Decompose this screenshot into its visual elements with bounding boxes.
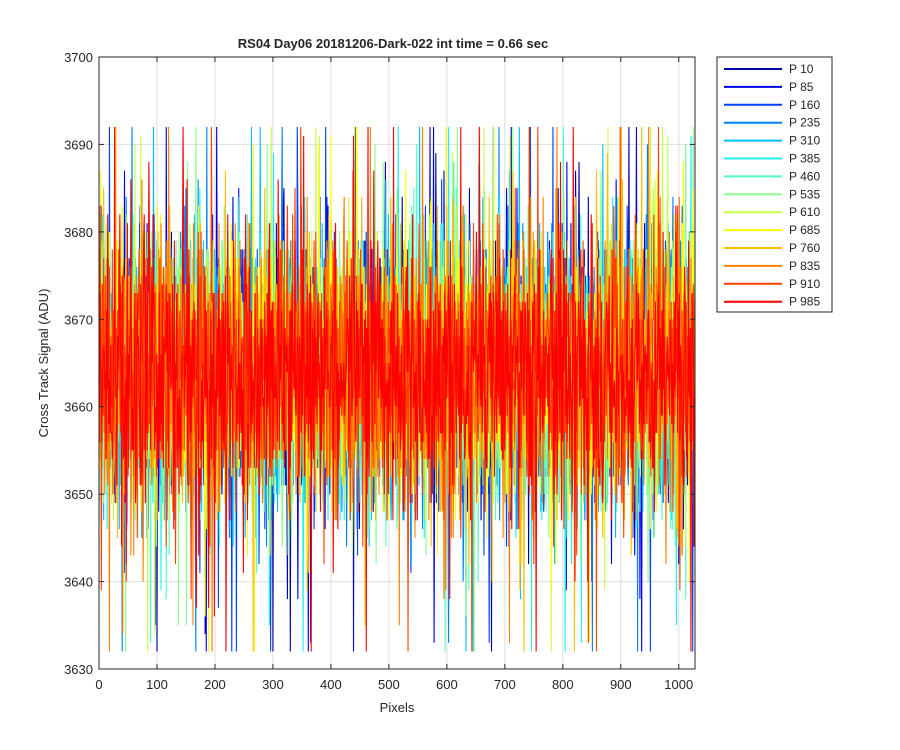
y-tick-label: 3650: [64, 487, 93, 502]
x-tick-label: 700: [494, 677, 516, 692]
y-tick-label: 3700: [64, 50, 93, 65]
y-tick-label: 3640: [64, 575, 93, 590]
legend-entry: P 910: [789, 277, 820, 291]
legend-entry: P 835: [789, 259, 820, 273]
legend-entry: P 535: [789, 187, 820, 201]
chart-title: RS04 Day06 20181206-Dark-022 int time = …: [238, 36, 548, 51]
legend-entry: P 10: [789, 62, 814, 76]
x-tick-label: 300: [262, 677, 284, 692]
legend-entry: P 460: [789, 169, 820, 183]
x-tick-label: 800: [552, 677, 574, 692]
x-tick-label: 500: [378, 677, 400, 692]
y-axis-label: Cross Track Signal (ADU): [36, 289, 51, 438]
legend-entry: P 685: [789, 223, 820, 237]
legend-box: [716, 56, 833, 313]
legend-entry: P 385: [789, 152, 820, 166]
x-tick-label: 600: [436, 677, 458, 692]
y-tick-label: 3680: [64, 225, 93, 240]
axis-ticks: 0 100 200 300 400 500 600 700 800 900 1000 3630 3640…: [64, 50, 695, 692]
series-line: [98, 126, 695, 652]
x-tick-label: 400: [320, 677, 342, 692]
x-tick-label: 900: [610, 677, 632, 692]
legend-entry: P 610: [789, 205, 820, 219]
legend-entry: P 85: [789, 80, 814, 94]
x-tick-label: 1000: [664, 677, 693, 692]
legend-entry: P 160: [789, 98, 820, 112]
legend: P 10 P 85 P 160 P 235 P 310 P 385 P 460 P 535 P …: [716, 56, 833, 313]
legend-entry: P 985: [789, 295, 820, 309]
y-tick-label: 3630: [64, 662, 93, 677]
x-tick-label: 100: [146, 677, 168, 692]
plot-frame: [98, 56, 696, 670]
x-tick-label: 0: [95, 677, 102, 692]
legend-entry: P 235: [789, 116, 820, 130]
series-layer: [98, 126, 695, 652]
x-axis-label: Pixels: [380, 700, 415, 715]
y-tick-label: 3670: [64, 312, 93, 327]
x-tick-label: 200: [204, 677, 226, 692]
y-tick-label: 3660: [64, 400, 93, 415]
legend-entry: P 760: [789, 241, 820, 255]
legend-entry: P 310: [789, 134, 820, 148]
y-tick-label: 3690: [64, 137, 93, 152]
